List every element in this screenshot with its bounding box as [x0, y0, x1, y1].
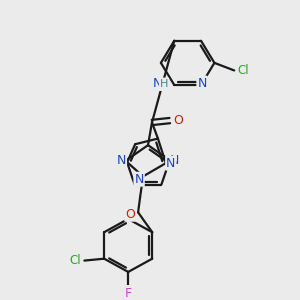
- Text: Cl: Cl: [70, 254, 81, 267]
- Text: N: N: [166, 157, 176, 170]
- Text: O: O: [125, 208, 135, 221]
- Text: Cl: Cl: [237, 64, 249, 77]
- Text: N: N: [197, 76, 207, 90]
- Text: H: H: [160, 79, 168, 88]
- Text: N: N: [117, 154, 126, 167]
- Text: N: N: [134, 173, 144, 186]
- Text: F: F: [124, 287, 132, 300]
- Text: N: N: [152, 77, 162, 90]
- Text: O: O: [173, 114, 183, 127]
- Text: N: N: [170, 154, 179, 167]
